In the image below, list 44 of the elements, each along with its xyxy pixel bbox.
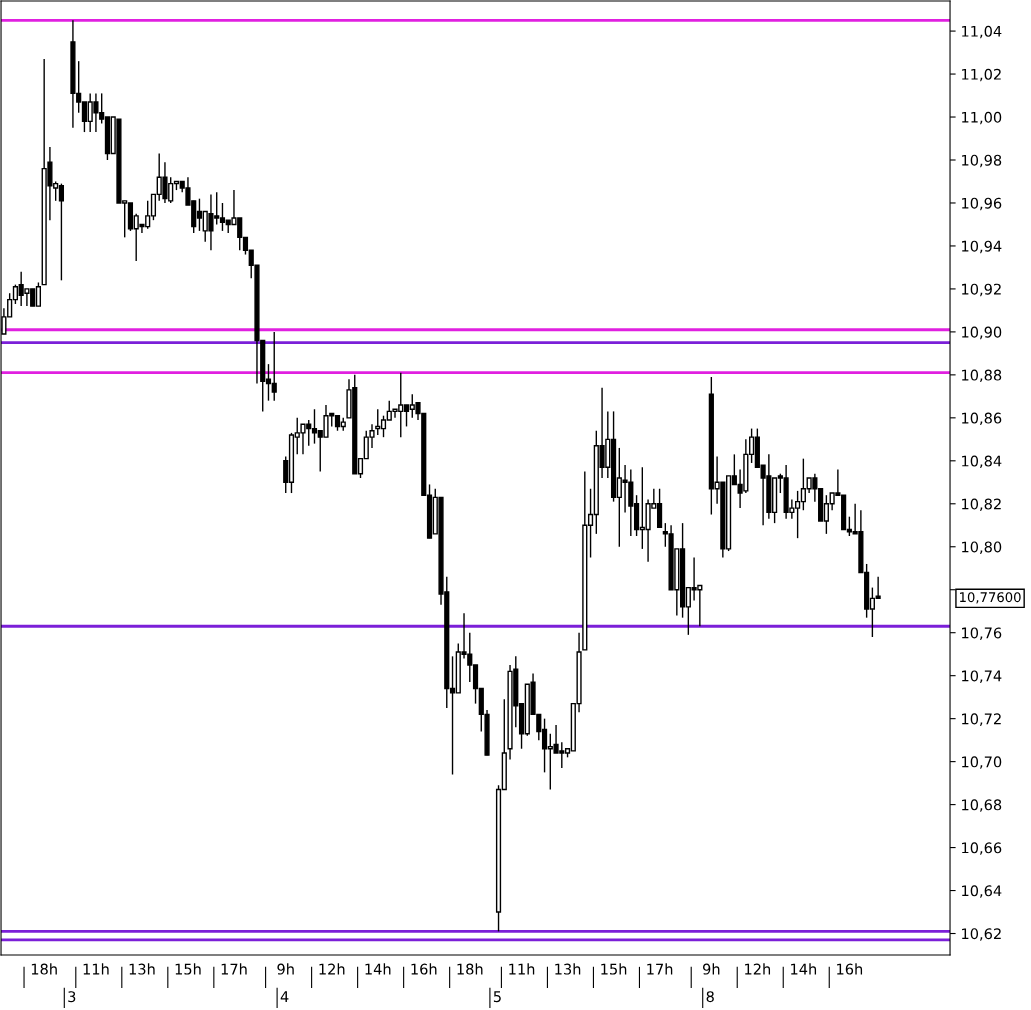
x-tick-label: 16h — [411, 963, 437, 975]
x-tick-label: 14h — [365, 963, 391, 975]
y-tick-label: 10,70 — [962, 756, 1002, 769]
y-tick-label: 10,88 — [962, 369, 1002, 383]
y-tick-label: 10,76 — [962, 627, 1002, 640]
x-tick-label: 15h — [175, 963, 201, 975]
x-tick-label: 18h — [457, 963, 483, 975]
x-tick-label: 15h — [601, 963, 627, 975]
y-tick-label: 10,96 — [962, 197, 1002, 211]
y-tick-label: 10,98 — [962, 154, 1002, 168]
x-tick-label: 13h — [129, 963, 155, 975]
y-tick-label: 10,66 — [962, 842, 1002, 855]
y-tick-label: 10,90 — [962, 326, 1002, 340]
y-tick-label: 11,02 — [962, 68, 1001, 82]
x-tick-label: 13h — [555, 963, 581, 975]
y-tick-label: 10,64 — [962, 885, 1002, 898]
x-tick-label: 18h — [31, 963, 57, 975]
text: 5 — [493, 991, 501, 1003]
text: 3 — [68, 991, 76, 1003]
x-tick-label: 12h — [319, 963, 345, 975]
y-tick-label: 10,68 — [962, 799, 1002, 812]
y-tick-label: 11,00 — [962, 111, 1002, 125]
x-tick-label: 11h — [509, 963, 535, 975]
text: 4 — [280, 991, 289, 1002]
y-tick-label: 10,72 — [962, 713, 1001, 726]
y-tick-label: 10,82 — [962, 498, 1001, 512]
y-tick-label: 10,92 — [962, 283, 1001, 297]
x-tick-label: 9h — [277, 963, 294, 975]
x-tick-label: 14h — [791, 963, 817, 975]
y-tick-label: 10,94 — [962, 240, 1002, 254]
y-tick-label: 10,84 — [962, 455, 1002, 469]
y-tick-label: 10,74 — [962, 670, 1002, 683]
y-tick-label: 10,62 — [962, 928, 1001, 941]
x-tick-label: 12h — [745, 963, 771, 975]
x-tick-label: 16h — [837, 963, 863, 975]
x-tick-label: 11h — [83, 963, 109, 975]
x-tick-label: 9h — [703, 963, 720, 975]
text: 10,77600 — [960, 592, 1021, 604]
y-tick-label: 11,04 — [962, 25, 1002, 39]
text: 8 — [706, 991, 714, 1003]
y-tick-label: 10,86 — [962, 412, 1002, 426]
x-tick-label: 17h — [221, 963, 247, 975]
x-tick-label: 17h — [647, 963, 673, 975]
y-tick-label: 10,80 — [962, 541, 1002, 554]
